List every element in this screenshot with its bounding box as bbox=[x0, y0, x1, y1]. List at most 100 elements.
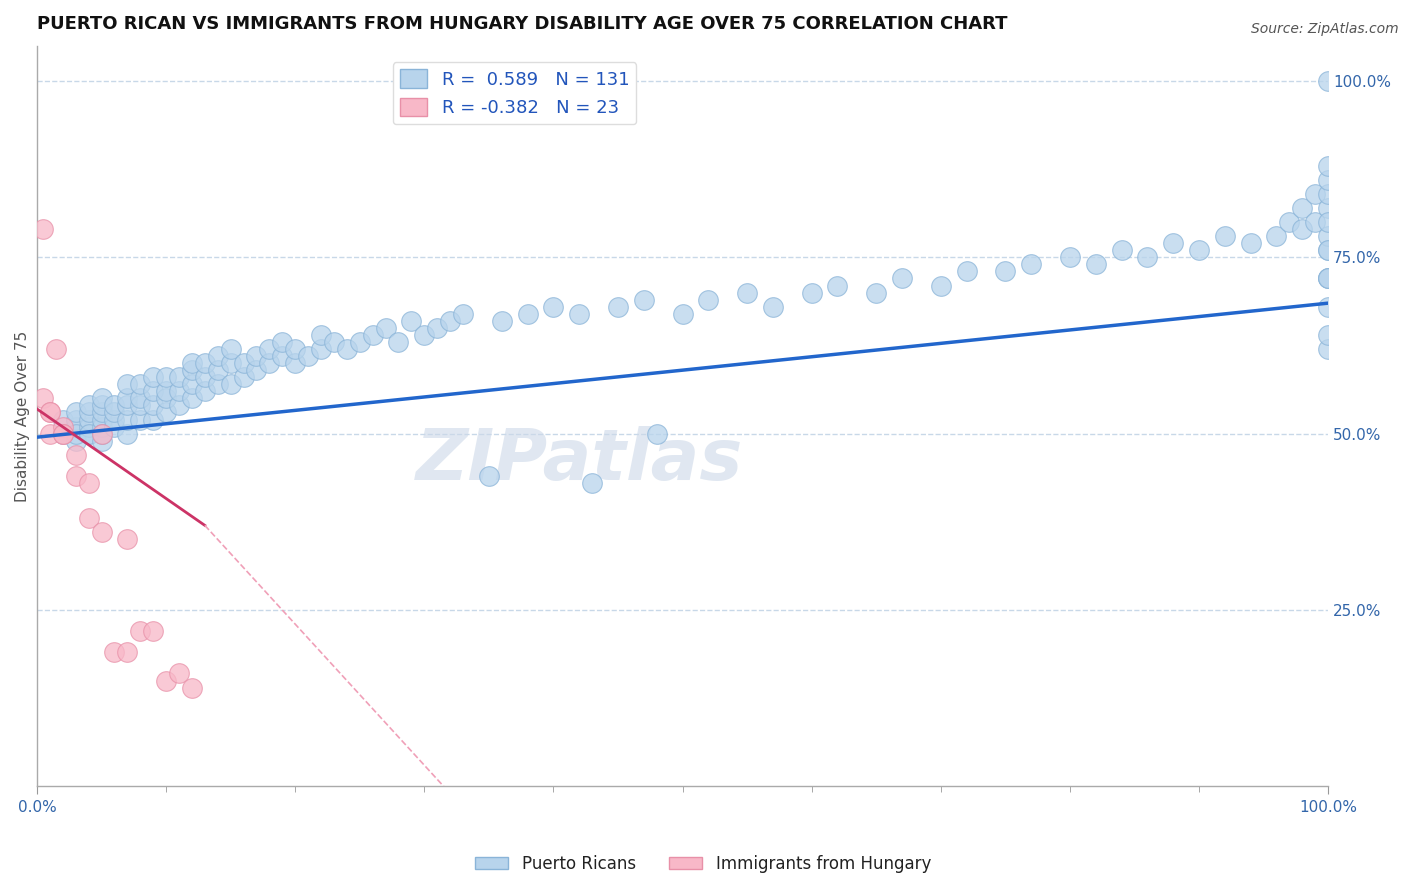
Point bbox=[90, 434, 112, 448]
Point bbox=[322, 334, 344, 349]
Point bbox=[865, 285, 887, 300]
Point bbox=[1303, 186, 1326, 201]
Point bbox=[1317, 159, 1340, 173]
Point bbox=[401, 314, 423, 328]
Point bbox=[259, 356, 281, 370]
Point bbox=[929, 278, 952, 293]
Point bbox=[516, 307, 538, 321]
Point bbox=[142, 412, 165, 426]
Point bbox=[271, 334, 294, 349]
Point bbox=[77, 412, 100, 426]
Point bbox=[361, 327, 384, 342]
Point bbox=[1059, 250, 1081, 264]
Point bbox=[77, 419, 100, 434]
Point bbox=[735, 285, 758, 300]
Point bbox=[1317, 201, 1340, 215]
Point bbox=[117, 533, 139, 547]
Point bbox=[581, 476, 603, 491]
Point bbox=[52, 412, 75, 426]
Point bbox=[65, 412, 87, 426]
Point bbox=[90, 426, 112, 441]
Point bbox=[103, 399, 125, 413]
Point bbox=[65, 469, 87, 483]
Point bbox=[155, 405, 177, 419]
Point bbox=[142, 370, 165, 384]
Point bbox=[891, 271, 914, 285]
Point bbox=[478, 469, 501, 483]
Point bbox=[543, 300, 565, 314]
Point bbox=[309, 327, 332, 342]
Point bbox=[180, 377, 202, 392]
Point bbox=[207, 349, 229, 363]
Point bbox=[65, 426, 87, 441]
Point bbox=[129, 392, 152, 406]
Point bbox=[117, 377, 139, 392]
Point bbox=[117, 645, 139, 659]
Point bbox=[800, 285, 823, 300]
Point bbox=[117, 392, 139, 406]
Point bbox=[103, 419, 125, 434]
Point bbox=[259, 342, 281, 356]
Text: ZIPatlas: ZIPatlas bbox=[416, 426, 742, 495]
Point bbox=[155, 370, 177, 384]
Point bbox=[90, 405, 112, 419]
Point bbox=[607, 300, 630, 314]
Point bbox=[167, 384, 190, 399]
Point bbox=[284, 342, 307, 356]
Point bbox=[219, 356, 242, 370]
Point bbox=[32, 392, 55, 406]
Point bbox=[52, 426, 75, 441]
Point bbox=[1019, 257, 1042, 271]
Point bbox=[129, 412, 152, 426]
Point bbox=[155, 392, 177, 406]
Point bbox=[1161, 236, 1184, 251]
Point bbox=[349, 334, 371, 349]
Point bbox=[1278, 215, 1301, 229]
Point bbox=[309, 342, 332, 356]
Point bbox=[90, 426, 112, 441]
Point bbox=[52, 419, 75, 434]
Point bbox=[1317, 215, 1340, 229]
Point bbox=[232, 370, 254, 384]
Point bbox=[1291, 201, 1313, 215]
Legend: Puerto Ricans, Immigrants from Hungary: Puerto Ricans, Immigrants from Hungary bbox=[468, 848, 938, 880]
Point bbox=[697, 293, 720, 307]
Point bbox=[297, 349, 319, 363]
Point bbox=[568, 307, 591, 321]
Point bbox=[645, 426, 668, 441]
Point bbox=[194, 356, 217, 370]
Point bbox=[1291, 222, 1313, 236]
Y-axis label: Disability Age Over 75: Disability Age Over 75 bbox=[15, 330, 30, 501]
Point bbox=[451, 307, 474, 321]
Point bbox=[1213, 229, 1236, 244]
Point bbox=[1188, 244, 1211, 258]
Point bbox=[103, 405, 125, 419]
Legend: R =  0.589   N = 131, R = -0.382   N = 23: R = 0.589 N = 131, R = -0.382 N = 23 bbox=[392, 62, 637, 124]
Point bbox=[38, 426, 60, 441]
Point bbox=[77, 399, 100, 413]
Point bbox=[1317, 186, 1340, 201]
Point bbox=[633, 293, 655, 307]
Point bbox=[671, 307, 693, 321]
Point bbox=[167, 666, 190, 681]
Point bbox=[180, 681, 202, 695]
Point bbox=[52, 426, 75, 441]
Point bbox=[142, 624, 165, 639]
Point bbox=[77, 511, 100, 525]
Point bbox=[32, 222, 55, 236]
Point bbox=[45, 342, 67, 356]
Point bbox=[207, 363, 229, 377]
Point bbox=[117, 399, 139, 413]
Point bbox=[194, 370, 217, 384]
Point bbox=[1317, 244, 1340, 258]
Point bbox=[1265, 229, 1288, 244]
Point bbox=[129, 399, 152, 413]
Point bbox=[1317, 271, 1340, 285]
Point bbox=[77, 476, 100, 491]
Point bbox=[1317, 342, 1340, 356]
Point bbox=[1111, 244, 1133, 258]
Point bbox=[52, 426, 75, 441]
Point bbox=[1136, 250, 1159, 264]
Point bbox=[1317, 271, 1340, 285]
Point bbox=[1084, 257, 1107, 271]
